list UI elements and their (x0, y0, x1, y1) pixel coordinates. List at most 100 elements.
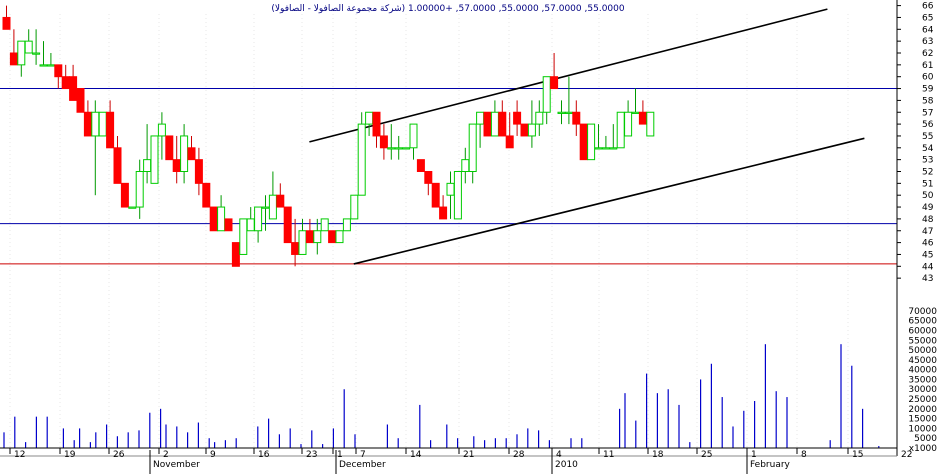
candle-body (313, 230, 322, 244)
candle-body (468, 123, 477, 172)
volume-panel (3, 344, 880, 448)
candle-body (172, 159, 181, 172)
x-tick-label: 19 (64, 450, 76, 460)
candle-body (409, 123, 418, 149)
price-tick-label: 47 (922, 227, 933, 237)
candle-body (276, 194, 285, 208)
candle-body (231, 242, 240, 267)
volume-tick-label: 55000 (908, 336, 937, 346)
price-tick-label: 60 (922, 73, 934, 83)
price-tick-label: 50 (922, 191, 934, 201)
candle-body (39, 64, 48, 67)
candle-body (335, 230, 344, 244)
x-tick-label: 22 (901, 450, 912, 460)
candle-body (527, 123, 536, 137)
x-tick-label: 15 (852, 450, 863, 460)
candle-body (394, 147, 403, 150)
candle-body (416, 159, 425, 172)
price-tick-label: 61 (922, 61, 933, 71)
x-tick-label: 11 (603, 450, 614, 460)
volume-tick-label: 60000 (908, 326, 937, 336)
candle-body (379, 135, 388, 149)
volume-tick-label: 20000 (908, 405, 937, 415)
candle-body (9, 52, 18, 66)
price-tick-label: 52 (922, 168, 933, 178)
candle-body (446, 182, 455, 196)
candle-body (476, 111, 485, 125)
candle-body (305, 230, 314, 244)
candle-body (254, 206, 263, 232)
price-tick-label: 45 (922, 250, 933, 260)
volume-tick-label: 40000 (908, 366, 937, 376)
month-label: February (750, 460, 791, 470)
x-tick-label: 1 (337, 450, 343, 460)
candle-body (91, 111, 100, 137)
candle-body (128, 206, 137, 209)
candle-body (402, 147, 411, 150)
candle-body (320, 218, 329, 232)
candle-body (17, 40, 26, 66)
channel-line-upper (309, 8, 828, 143)
candle-body (239, 218, 248, 255)
x-tick-label: 14 (410, 450, 422, 460)
price-tick-label: 43 (922, 274, 933, 284)
candle-body (46, 64, 55, 67)
month-label: December (339, 460, 386, 470)
candle-body (424, 171, 433, 184)
candle-body (61, 76, 70, 90)
candle-body (268, 194, 277, 220)
candle-body (579, 123, 588, 161)
candle-body (76, 88, 85, 113)
candle-body (550, 76, 559, 90)
candle-body (2, 16, 11, 30)
candle-body (542, 76, 551, 113)
candle-body (520, 123, 529, 137)
candle-body (202, 182, 211, 208)
price-tick-label: 63 (922, 37, 933, 47)
candle-body (261, 206, 270, 209)
candle-body (209, 206, 218, 232)
candle-body (291, 242, 300, 255)
candle-body (431, 182, 440, 208)
candle-body (246, 218, 255, 232)
candle-body (283, 206, 292, 244)
price-tick-label: 66 (922, 2, 934, 12)
candle-body (594, 147, 603, 150)
x-tick-label: 9 (210, 450, 216, 460)
candle-body (187, 147, 196, 161)
price-tick-label: 62 (922, 49, 933, 59)
month-label: 2010 (555, 460, 578, 470)
price-panel (0, 5, 897, 267)
candle-body (224, 218, 233, 232)
candle-body (194, 159, 203, 184)
volume-tick-label: 65000 (908, 317, 937, 327)
candle-body (372, 111, 381, 137)
candle-body (150, 135, 159, 184)
volume-tick-label: 5000 (914, 434, 937, 444)
price-tick-label: 57 (922, 108, 933, 118)
x-tick-label: 28 (513, 450, 525, 460)
candle-body (439, 206, 448, 220)
x-tick-label: 7 (360, 450, 366, 460)
candle-body (505, 135, 514, 149)
candle-body (513, 111, 522, 125)
candle-body (106, 111, 115, 149)
candle-body (498, 111, 507, 137)
candle-body (328, 230, 337, 244)
x-tick-label: 21 (463, 450, 474, 460)
candle-body (120, 182, 129, 208)
candle-body (557, 111, 566, 114)
candle-body (32, 52, 41, 55)
price-tick-label: 46 (922, 239, 934, 249)
candle-body (387, 147, 396, 150)
candle-body (535, 111, 544, 125)
candle-body (298, 230, 307, 255)
month-label: November (153, 460, 200, 470)
candle-body (609, 147, 618, 150)
x-tick-label: 25 (701, 450, 712, 460)
volume-tick-label: 50000 (908, 346, 937, 356)
x-tick-label: 8 (801, 450, 807, 460)
price-tick-label: 65 (922, 13, 933, 23)
